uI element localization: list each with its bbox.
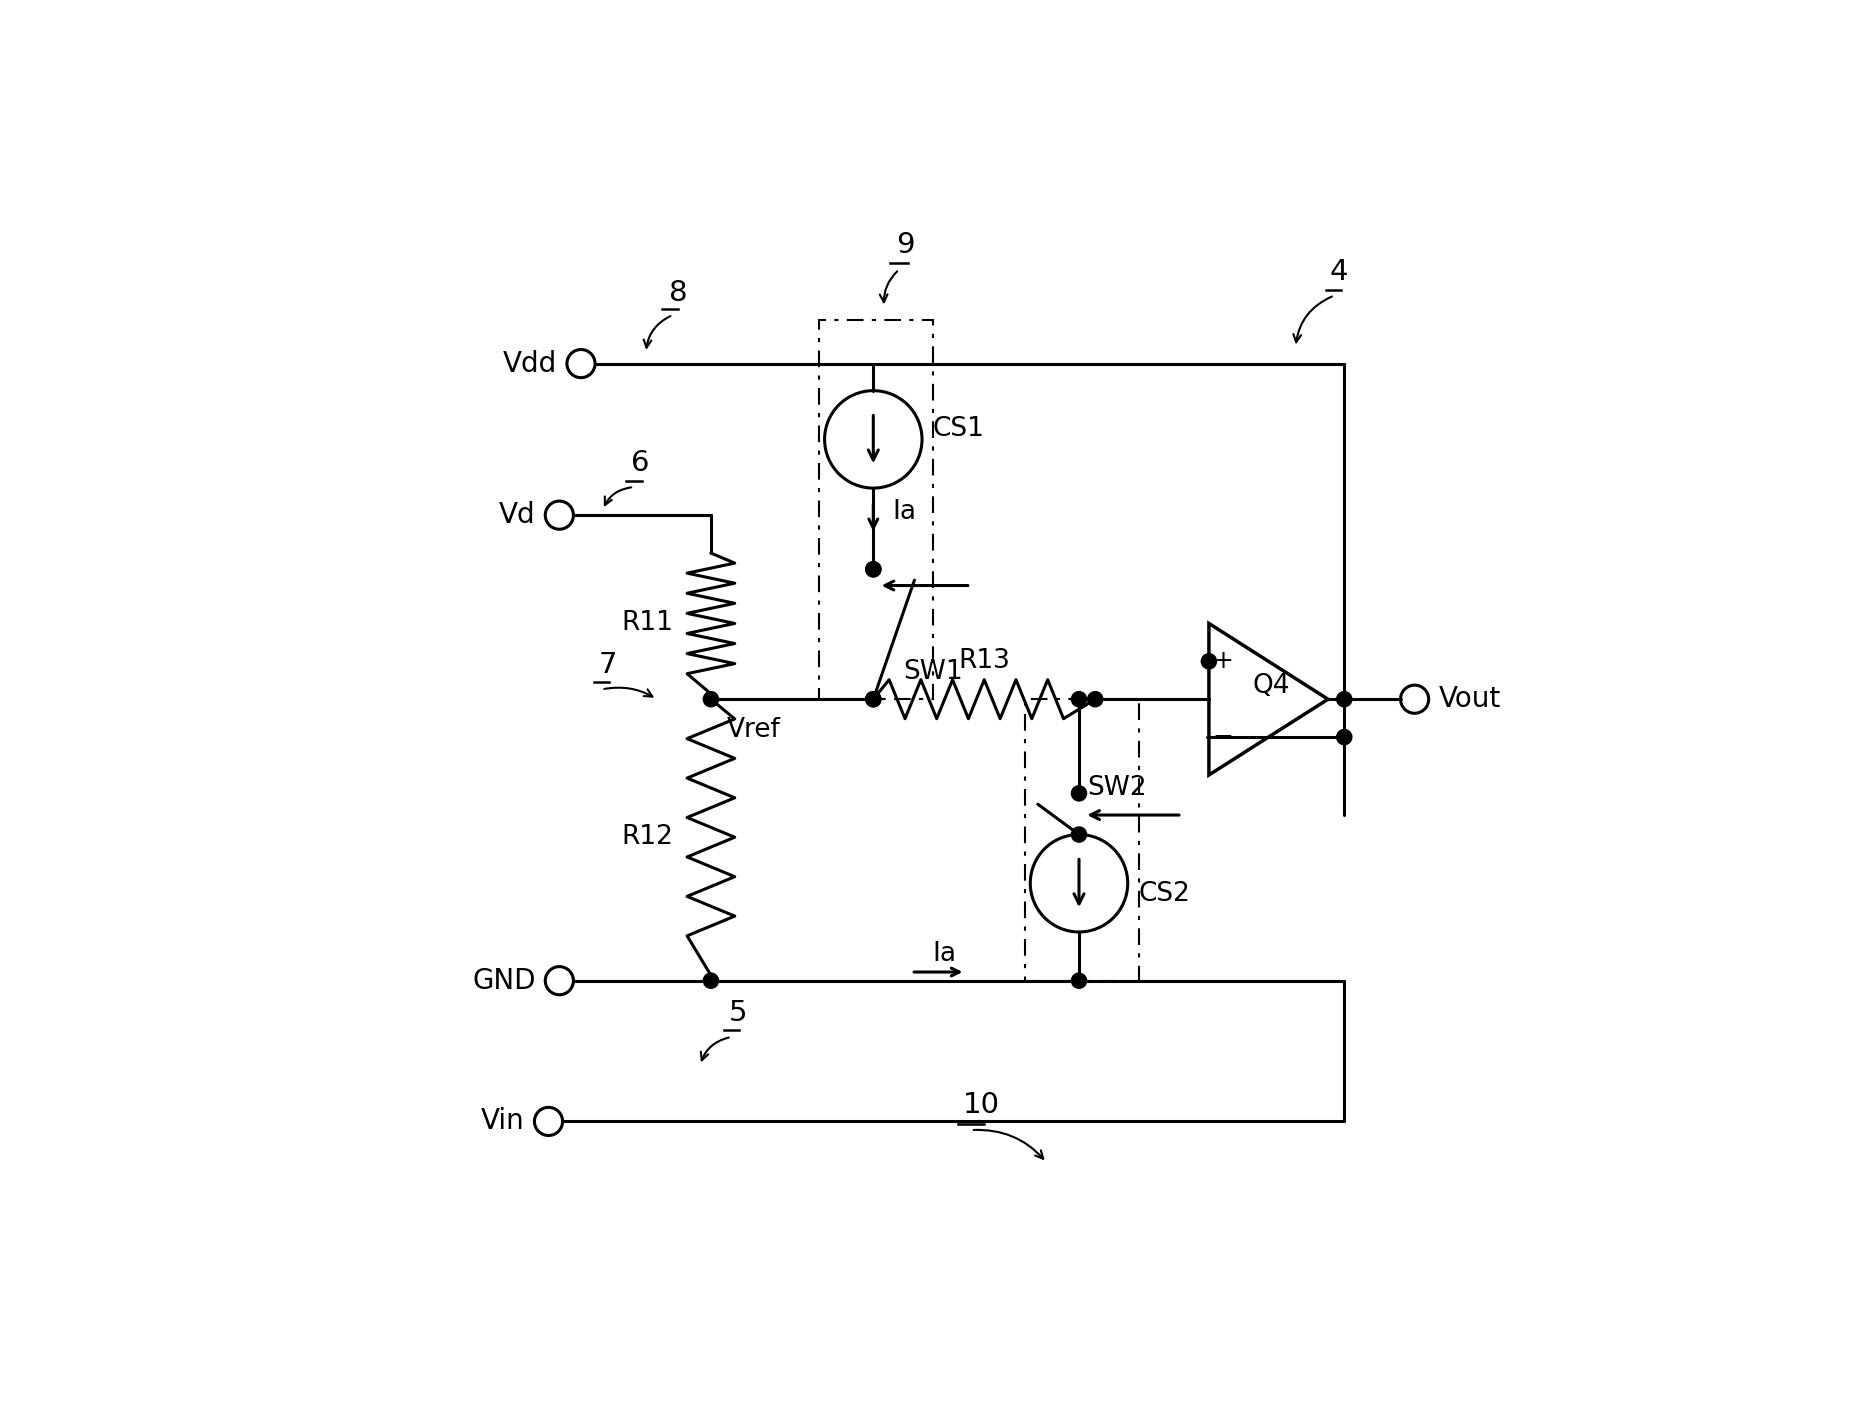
Circle shape — [1071, 692, 1086, 707]
Circle shape — [1337, 692, 1352, 707]
Text: −: − — [1212, 725, 1234, 749]
FancyArrowPatch shape — [605, 688, 652, 696]
Text: Vd: Vd — [498, 501, 536, 529]
Circle shape — [865, 562, 880, 576]
Text: CS1: CS1 — [933, 416, 985, 441]
Circle shape — [1071, 786, 1086, 801]
Circle shape — [704, 973, 719, 988]
Text: R11: R11 — [622, 610, 672, 637]
Text: Vin: Vin — [481, 1108, 524, 1136]
Text: Vdd: Vdd — [504, 350, 556, 378]
FancyArrowPatch shape — [644, 316, 671, 347]
Text: Q4: Q4 — [1251, 673, 1290, 699]
Text: 9: 9 — [897, 231, 916, 259]
Text: Vref: Vref — [727, 717, 781, 742]
Circle shape — [1071, 827, 1086, 842]
Bar — [1025, 699, 1139, 981]
Text: 10: 10 — [963, 1091, 1000, 1119]
Text: Vout: Vout — [1438, 685, 1500, 713]
Text: Ia: Ia — [893, 499, 916, 526]
Text: 7: 7 — [599, 651, 618, 679]
Text: SW2: SW2 — [1088, 775, 1148, 801]
Circle shape — [1088, 692, 1103, 707]
FancyArrowPatch shape — [974, 1130, 1043, 1159]
Bar — [819, 321, 933, 699]
Text: 5: 5 — [729, 1000, 747, 1028]
FancyArrowPatch shape — [1294, 297, 1332, 342]
Text: GND: GND — [472, 967, 536, 994]
Circle shape — [865, 692, 880, 707]
Text: 4: 4 — [1330, 257, 1349, 285]
Circle shape — [865, 692, 880, 707]
Text: +: + — [1212, 650, 1234, 673]
FancyArrowPatch shape — [701, 1038, 729, 1060]
Text: Ia: Ia — [933, 941, 957, 966]
FancyArrowPatch shape — [880, 271, 897, 302]
Circle shape — [704, 692, 719, 707]
Circle shape — [1071, 973, 1086, 988]
Circle shape — [865, 562, 880, 576]
FancyArrowPatch shape — [605, 488, 631, 505]
Circle shape — [1201, 654, 1216, 669]
Text: 8: 8 — [669, 280, 687, 308]
Text: R13: R13 — [959, 648, 1010, 675]
Circle shape — [1337, 730, 1352, 745]
Text: SW1: SW1 — [903, 659, 963, 685]
Text: 6: 6 — [631, 449, 650, 477]
Text: CS2: CS2 — [1139, 882, 1191, 907]
Text: R12: R12 — [622, 824, 672, 851]
